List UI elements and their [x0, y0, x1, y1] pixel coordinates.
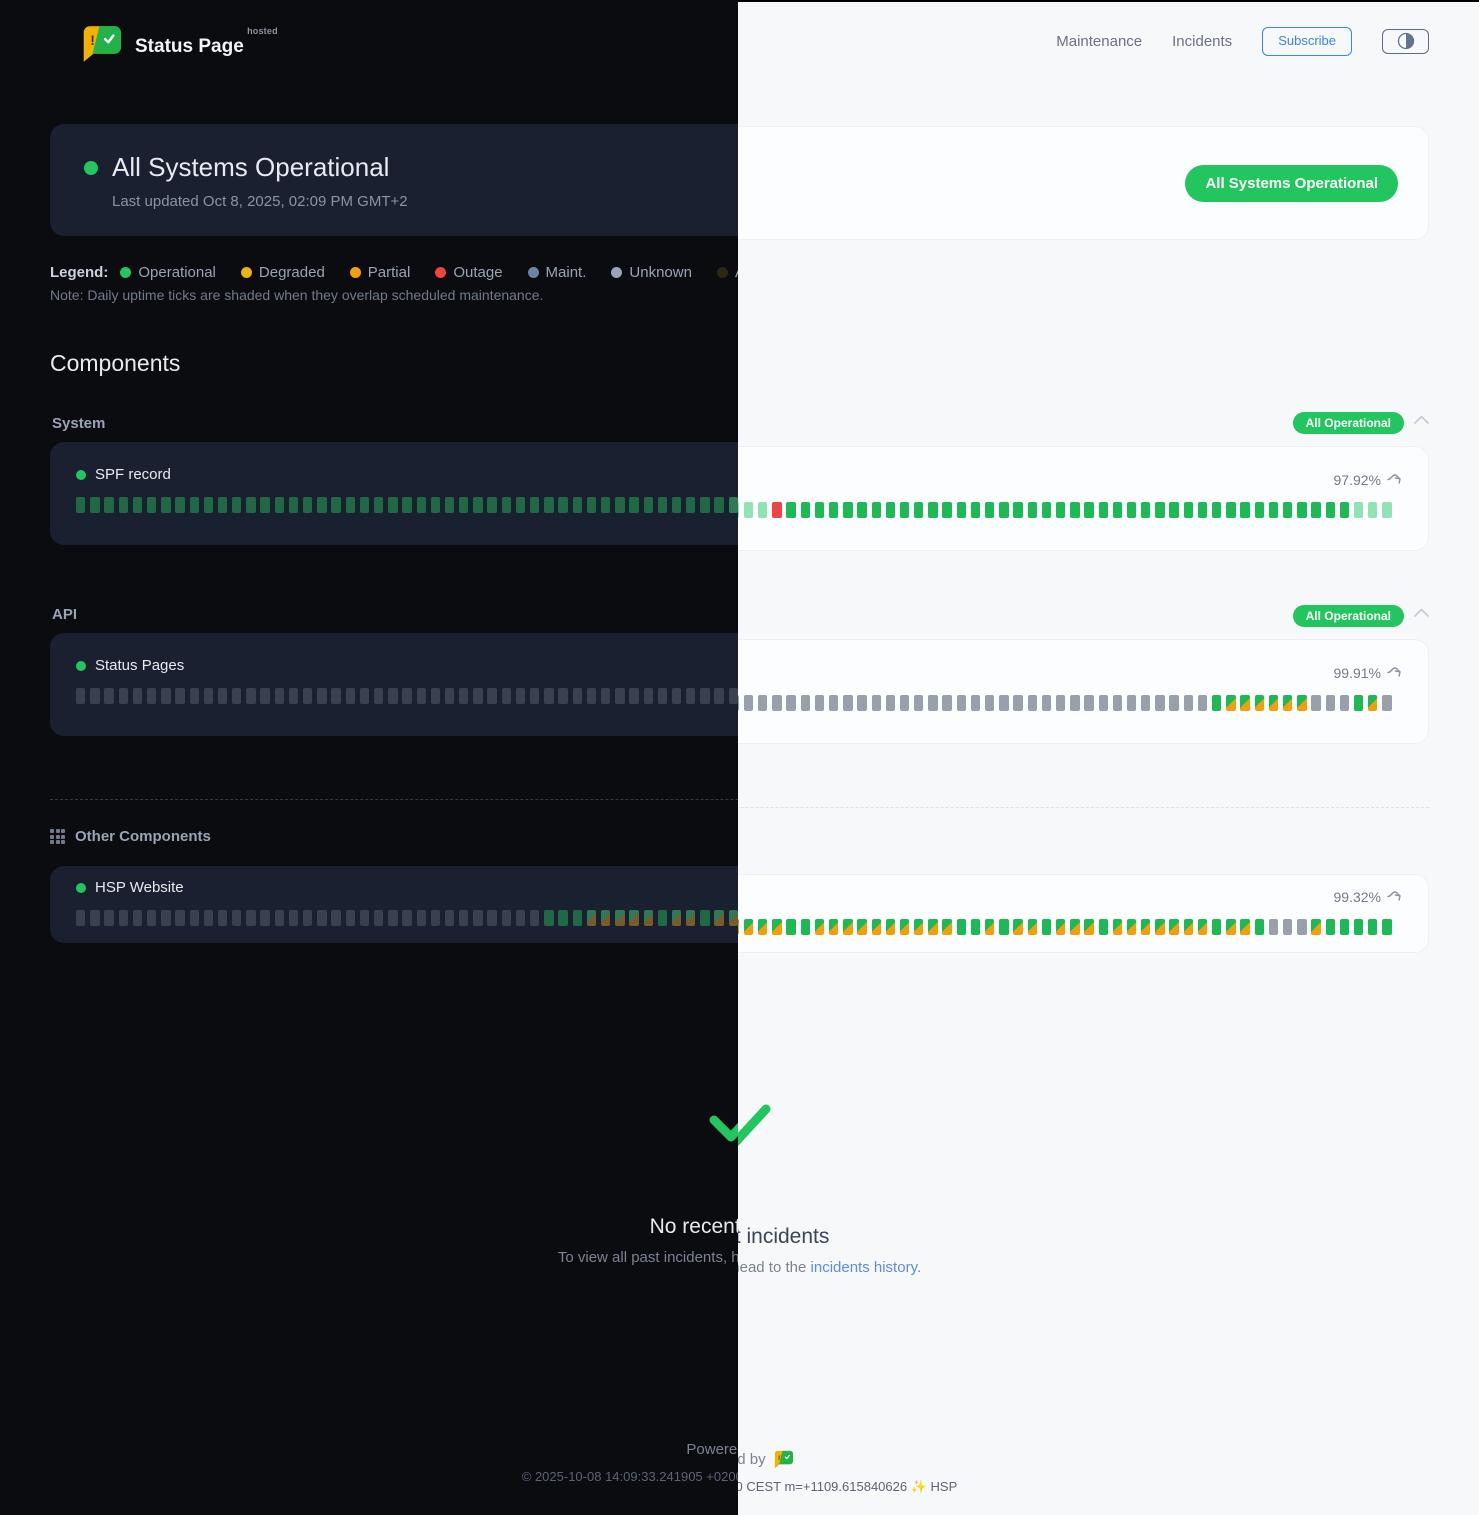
svg-text:!: !	[90, 32, 95, 48]
svg-text:!: !	[778, 1455, 780, 1462]
